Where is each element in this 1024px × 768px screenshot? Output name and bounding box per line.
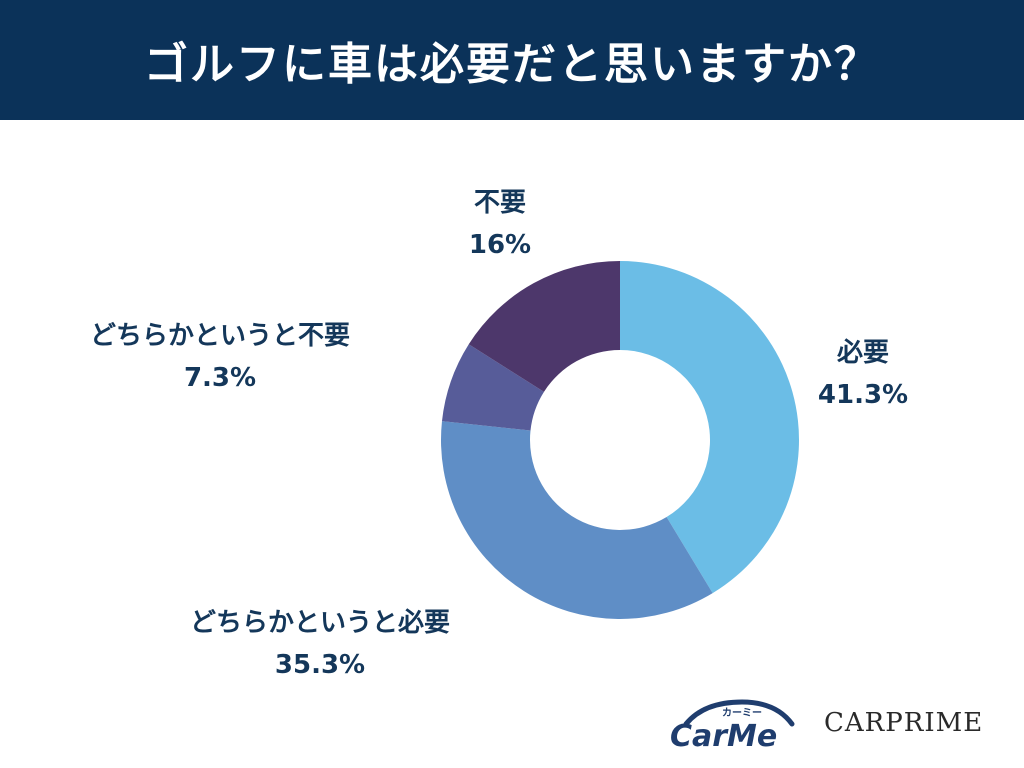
carme-logo-text: CarMe: [670, 719, 777, 754]
carprime-logo: CARPRIME: [824, 708, 984, 738]
pie-slice-2: [441, 344, 544, 431]
header-banner: ゴルフに車は必要だと思いますか？: [0, 0, 1024, 120]
slice-label-value: 16%: [468, 229, 532, 260]
slice-label-dochiraka-fuyou: どちらかというと不要 7.3%: [40, 316, 400, 399]
carme-logo-kana: カーミー: [722, 707, 762, 719]
slice-label-value: 41.3%: [817, 379, 909, 410]
slice-label-name: 不要: [473, 188, 526, 218]
carme-logo: カーミー CarMe: [670, 699, 795, 754]
slice-label-name: 必要: [836, 338, 889, 368]
slice-label-name: どちらかというと必要: [189, 608, 450, 638]
page-title: ゴルフに車は必要だと思いますか？: [144, 39, 880, 90]
slice-label-name: どちらかというと不要: [89, 321, 350, 351]
pie-slice-0: [620, 261, 800, 594]
carme-logo-roof: [683, 699, 795, 727]
slice-label-value: 7.3%: [183, 362, 257, 393]
slice-label-hitsuyou: 必要 41.3%: [808, 333, 918, 416]
slice-label-fuyou: 不要 16%: [440, 183, 560, 266]
slice-label-dochiraka-hitsuyou: どちらかというと必要 35.3%: [140, 603, 500, 686]
pie-slice-1: [440, 421, 713, 619]
pie-slice-3: [468, 261, 620, 392]
slice-label-value: 35.3%: [274, 649, 366, 680]
